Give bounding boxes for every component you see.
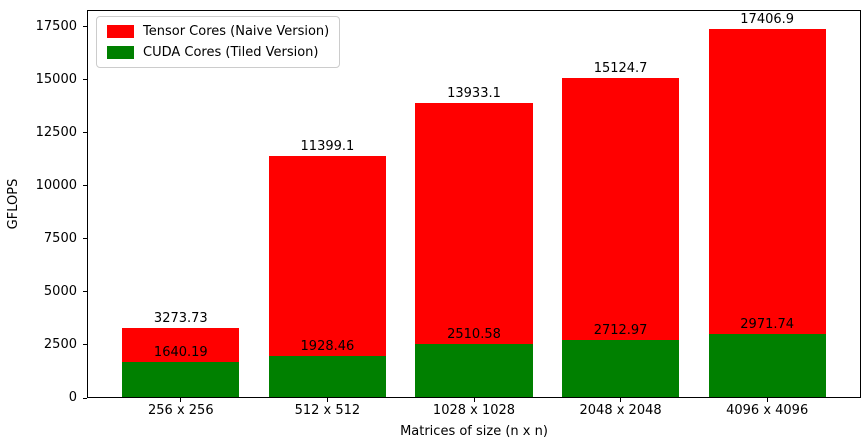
y-axis-label: GFLOPS — [6, 178, 21, 230]
bar-value-label: 17406.9 — [740, 12, 795, 28]
x-axis-label: Matrices of size (n x n) — [400, 424, 548, 439]
x-tick-label: 512 x 512 — [294, 403, 361, 418]
bar-value-label: 11399.1 — [300, 139, 355, 155]
x-tick-mark — [620, 398, 622, 402]
bar-cuda-cores — [708, 334, 826, 397]
y-tick-mark — [83, 26, 87, 28]
bar-cuda-cores — [415, 344, 533, 397]
y-tick-mark — [83, 397, 87, 399]
y-tick-mark — [83, 132, 87, 134]
bar-value-label: 2712.97 — [593, 322, 648, 338]
bar-value-label: 13933.1 — [447, 85, 501, 101]
x-tick-mark — [473, 398, 475, 402]
y-tick-mark — [83, 185, 87, 187]
y-tick-label: 15000 — [35, 71, 77, 87]
legend-swatch-red — [107, 25, 134, 38]
legend-swatch-green — [107, 46, 134, 59]
y-tick-label: 2500 — [43, 336, 77, 352]
bar-cuda-cores — [122, 362, 240, 397]
bar-value-label: 3273.73 — [153, 310, 208, 326]
y-tick-label: 5000 — [43, 283, 77, 299]
legend-label: Tensor Cores (Naive Version) — [143, 24, 330, 39]
y-tick-mark — [83, 79, 87, 81]
y-tick-label: 0 — [68, 390, 77, 405]
y-tick-mark — [83, 238, 87, 240]
bar-value-label: 1640.19 — [153, 345, 208, 361]
legend-item-tensor-cores: Tensor Cores (Naive Version) — [107, 24, 329, 39]
y-tick-label: 10000 — [35, 177, 77, 193]
legend: Tensor Cores (Naive Version) CUDA Cores … — [96, 16, 341, 68]
bar-value-label: 15124.7 — [593, 60, 648, 76]
y-tick-label: 7500 — [43, 230, 77, 246]
bar-value-label: 2510.58 — [447, 327, 501, 342]
y-tick-label: 12500 — [35, 124, 77, 140]
bar-value-label: 1928.46 — [300, 339, 355, 355]
y-tick-mark — [83, 344, 87, 346]
x-tick-label: 1028 x 1028 — [432, 403, 516, 418]
x-tick-label: 256 x 256 — [148, 403, 214, 418]
x-tick-mark — [766, 398, 768, 402]
y-tick-mark — [83, 291, 87, 293]
legend-item-cuda-cores: CUDA Cores (Tiled Version) — [107, 45, 329, 60]
bar-cuda-cores — [561, 339, 680, 397]
x-tick-mark — [180, 398, 182, 402]
y-tick-label: 17500 — [35, 18, 77, 34]
legend-label: CUDA Cores (Tiled Version) — [143, 45, 319, 60]
x-tick-label: 2048 x 2048 — [579, 403, 662, 418]
bar-cuda-cores — [268, 356, 387, 397]
plot-area: Tensor Cores (Naive Version) CUDA Cores … — [87, 10, 861, 398]
x-tick-mark — [326, 398, 328, 402]
bar-value-label: 2971.74 — [740, 317, 795, 333]
x-tick-label: 4096 x 4096 — [726, 403, 809, 418]
